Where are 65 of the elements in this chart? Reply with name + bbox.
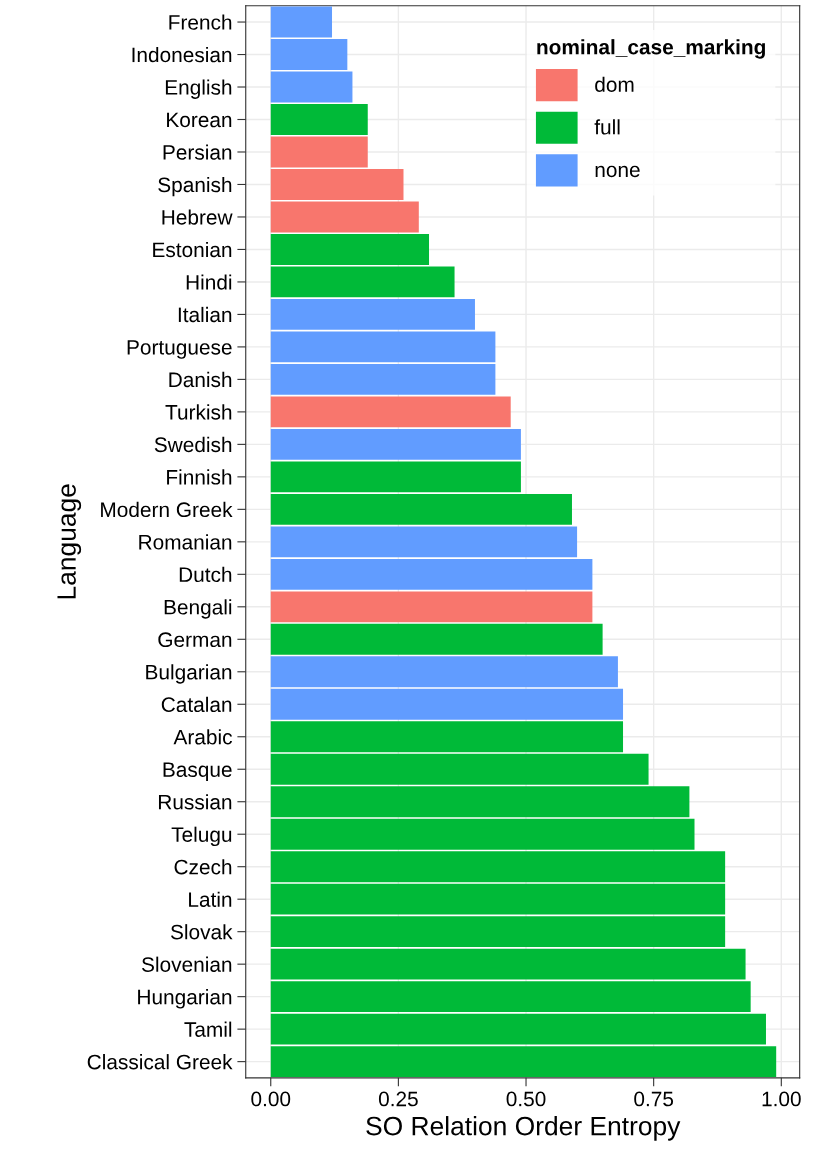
y-axis-title: Language bbox=[57, 484, 82, 599]
bar bbox=[270, 6, 333, 38]
bar bbox=[270, 623, 603, 655]
y-tick-label: Bengali bbox=[164, 599, 232, 619]
bar bbox=[270, 104, 368, 135]
y-tick-label: Catalan bbox=[161, 696, 232, 713]
bar bbox=[270, 656, 618, 688]
y-tick-label: Czech bbox=[174, 859, 232, 875]
x-tick-label: 0.75 bbox=[634, 1091, 674, 1107]
bar bbox=[270, 493, 572, 525]
y-tick-label: Arabic bbox=[173, 729, 232, 745]
bar bbox=[270, 234, 430, 265]
y-tick-label: Portuguese bbox=[127, 340, 232, 359]
bar bbox=[270, 201, 419, 233]
y-tick-label: Indonesian bbox=[132, 46, 232, 63]
bar bbox=[270, 428, 521, 460]
y-tick-label: Finnish bbox=[167, 469, 232, 485]
y-tick-label: Tamil bbox=[184, 1021, 232, 1037]
y-tick-label: Russian bbox=[158, 794, 232, 810]
legend-label: full bbox=[594, 119, 620, 135]
bar bbox=[270, 136, 368, 168]
bar bbox=[270, 39, 348, 70]
y-tick-label: Classical Greek bbox=[87, 1054, 233, 1070]
y-tick-label: Telugu bbox=[171, 826, 232, 847]
y-tick-label: Danish bbox=[169, 371, 232, 388]
y-tick-label: Dutch bbox=[179, 566, 232, 583]
bar bbox=[270, 169, 404, 200]
bar bbox=[270, 558, 593, 590]
y-tick-label: Romanian bbox=[139, 534, 232, 550]
y-tick-label: Swedish bbox=[154, 436, 232, 453]
y-tick-label: Basque bbox=[163, 762, 232, 782]
legend-title: nominal_case_marking bbox=[537, 39, 765, 59]
x-tick-label: 0.25 bbox=[378, 1091, 418, 1107]
x-axis-title: SO Relation Order Entropy bbox=[366, 1116, 681, 1141]
y-tick-label: Modern Greek bbox=[101, 501, 233, 518]
bar bbox=[270, 363, 496, 395]
bar bbox=[270, 526, 578, 558]
y-tick-label: Slovenian bbox=[141, 956, 232, 972]
bar bbox=[270, 461, 521, 493]
y-tick-label: Slovak bbox=[170, 924, 233, 940]
x-tick-label: 0.50 bbox=[506, 1091, 546, 1107]
y-tick-label: Italian bbox=[178, 306, 232, 323]
y-tick-label: Hungarian bbox=[138, 989, 232, 1009]
y-tick-label: Hindi bbox=[186, 274, 232, 290]
y-tick-label: French bbox=[169, 14, 232, 30]
y-tick-label: Bulgarian bbox=[146, 664, 232, 684]
bar bbox=[270, 591, 593, 623]
x-tick-label: 0.00 bbox=[251, 1091, 291, 1107]
y-tick-label: Persian bbox=[163, 144, 232, 160]
bar bbox=[270, 71, 353, 103]
x-tick-label: 1.00 bbox=[762, 1091, 801, 1107]
legend-label: dom bbox=[595, 76, 634, 92]
y-tick-label: Estonian bbox=[153, 241, 232, 258]
y-tick-label: Spanish bbox=[158, 176, 232, 197]
bar bbox=[270, 721, 624, 753]
bar bbox=[270, 396, 511, 428]
y-tick-label: Latin bbox=[189, 891, 232, 907]
legend-label: none bbox=[595, 165, 640, 178]
y-tick-label: Hebrew bbox=[162, 209, 233, 225]
y-tick-label: Turkish bbox=[165, 404, 232, 420]
y-tick-label: German bbox=[158, 632, 232, 648]
bar bbox=[270, 266, 455, 298]
y-tick-label: English bbox=[165, 79, 232, 99]
y-tick-label: Korean bbox=[167, 112, 232, 128]
bar bbox=[270, 688, 624, 720]
